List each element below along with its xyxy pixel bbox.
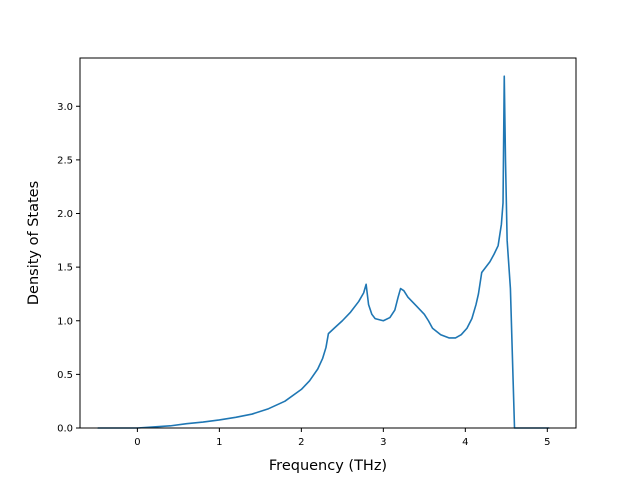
series-layer: [97, 75, 550, 429]
y-tick-label: 3.0: [57, 102, 73, 113]
y-tick-label: 0.0: [57, 424, 73, 435]
x-tick-label: 4: [462, 437, 468, 448]
plot-frame: [79, 57, 577, 429]
y-tick-label: 1.0: [57, 316, 73, 327]
y-tick-label: 1.5: [57, 263, 73, 274]
y-tick-label: 2.5: [57, 155, 73, 166]
y-tick-label: 2.0: [57, 209, 73, 220]
x-axis-label: Frequency (THz): [269, 458, 387, 474]
series-line-0: [97, 75, 550, 429]
x-tick-label: 3: [380, 437, 386, 448]
x-tick-label: 2: [298, 437, 304, 448]
ticks-layer: 0 1 2 3 4 5 0.0 0.5 1.0 1.5 2.0 2.5 3.0: [57, 102, 550, 448]
x-tick-label: 5: [544, 437, 550, 448]
y-tick-label: 0.5: [57, 370, 73, 381]
x-tick-label: 0: [134, 437, 140, 448]
x-tick-label: 1: [216, 437, 222, 448]
y-axis-label: Density of States: [26, 181, 42, 305]
plot-background: [80, 58, 576, 428]
